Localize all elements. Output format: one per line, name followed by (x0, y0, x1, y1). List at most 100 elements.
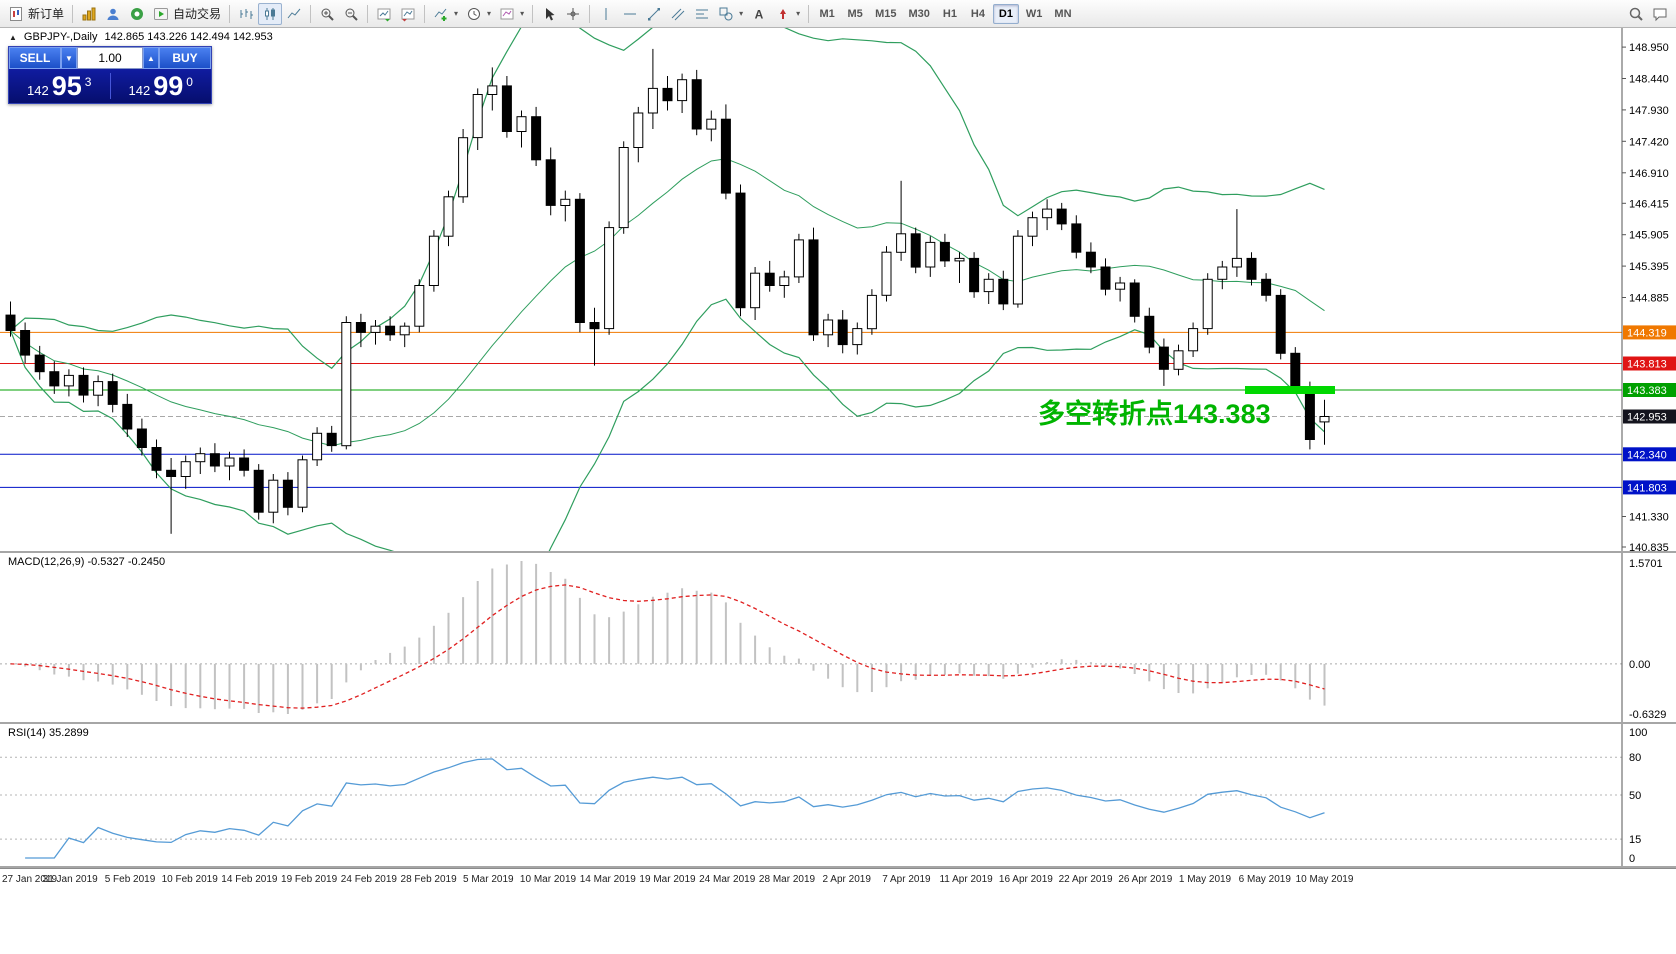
periods-button[interactable]: ▾ (462, 3, 495, 25)
timeframe-H1-button[interactable]: H1 (937, 4, 963, 24)
timeframe-M30-button[interactable]: M30 (904, 4, 935, 24)
templates-button[interactable]: ▾ (495, 3, 528, 25)
indicators-icon (434, 8, 447, 21)
date-label: 24 Mar 2019 (699, 874, 756, 885)
volume-field (77, 47, 143, 69)
price-label: 145.905 (1629, 230, 1669, 242)
indicators-button[interactable]: ▾ (429, 3, 462, 25)
date-label: 6 May 2019 (1238, 874, 1291, 885)
toolbar-separator (589, 4, 591, 23)
volume-up-button[interactable]: ▲ (143, 47, 159, 69)
clock-icon (468, 7, 481, 20)
bar-chart-type-button[interactable] (234, 3, 258, 25)
vertical-line-tool-button[interactable] (594, 3, 618, 25)
trendline-icon (648, 7, 661, 20)
rsi-level-label: 0 (1629, 853, 1635, 865)
text-icon: A (755, 7, 764, 21)
date-label: 22 Apr 2019 (1058, 874, 1113, 885)
timeframe-M5-button[interactable]: M5 (842, 4, 868, 24)
charts-gallery-button[interactable] (77, 3, 101, 25)
buy-price-pips: 99 (153, 70, 184, 101)
community-button[interactable] (125, 3, 149, 25)
crosshair-tool-button[interactable] (561, 3, 585, 25)
timeframe-M1-button[interactable]: M1 (814, 4, 840, 24)
toolbar-separator (532, 4, 534, 23)
toolbar-separator (310, 4, 312, 23)
macd-indicator-label: MACD(12,26,9) -0.5327 -0.2450 (8, 556, 166, 568)
autotrading-button[interactable]: 自动交易 (149, 3, 225, 25)
pane-splitter[interactable] (0, 551, 1676, 553)
buy-price[interactable]: 142 99 0 (111, 70, 212, 101)
timeframe-H4-button[interactable]: H4 (965, 4, 991, 24)
arrows-tool-button[interactable]: ▾ (771, 3, 804, 25)
macd-indicator-pane[interactable]: 1.5701 0.00 -0.6329 (0, 553, 1676, 722)
new-order-label: 新订单 (28, 7, 65, 21)
fibonacci-tool-button[interactable] (690, 3, 714, 25)
buy-button[interactable]: BUY (159, 47, 211, 69)
chat-icon (1653, 8, 1667, 21)
rsi-level-label: 80 (1629, 752, 1641, 764)
search-button[interactable] (1624, 3, 1648, 25)
timeframe-W1-button[interactable]: W1 (1021, 4, 1048, 24)
cursor-tool-button[interactable] (537, 3, 561, 25)
price-divider (109, 73, 111, 99)
rsi-indicator-pane[interactable]: 100 80 50 15 0 (0, 724, 1676, 866)
rsi-level-label: 50 (1629, 790, 1641, 802)
zoom-out-button[interactable] (339, 3, 363, 25)
sell-button[interactable]: SELL (9, 47, 61, 69)
timeframe-D1-button[interactable]: D1 (992, 3, 1019, 24)
arrow-marker-icon (780, 8, 787, 19)
new-order-button[interactable]: 新订单 (4, 3, 68, 25)
community-icon (131, 7, 144, 20)
date-label: 28 Feb 2019 (400, 874, 457, 885)
main-chart-svg: 148.950 148.440 147.930 147.420 146.910 146.4… (0, 9, 1676, 614)
toolbar-separator (72, 4, 74, 23)
symbol-period-label: GBPJPY-,Daily (23, 31, 98, 43)
date-label: 14 Mar 2019 (579, 874, 636, 885)
ohlc-values: 142.865 143.226 142.494 142.953 (104, 31, 273, 43)
chat-button[interactable] (1648, 3, 1672, 25)
buy-price-prefix: 142 (128, 82, 151, 98)
candlestick-chart-type-button[interactable] (258, 2, 283, 25)
horizontal-line-tool-button[interactable] (618, 3, 642, 25)
date-label: 10 May 2019 (1295, 874, 1354, 885)
rsi-indicator-label: RSI(14) 35.2899 (8, 727, 89, 739)
autoscroll-button[interactable] (372, 3, 396, 25)
date-label: 10 Mar 2019 (519, 874, 577, 885)
toolbar-separator (424, 4, 426, 23)
level-price-label: 141.803 (1627, 482, 1667, 494)
shapes-tool-button[interactable]: ▾ (714, 3, 747, 25)
one-click-trading-panel: SELL ▼ ▲ BUY 142 95 3 142 99 0 (8, 46, 212, 104)
volume-input[interactable] (78, 48, 142, 68)
main-chart-pane[interactable]: 148.950 148.440 147.930 147.420 146.910 146.4… (0, 9, 1676, 614)
cursor-icon (546, 7, 555, 20)
macd-svg: 1.5701 0.00 -0.6329 (0, 553, 1666, 722)
channel-tool-button[interactable] (666, 3, 690, 25)
current-price-label: 142.953 (1627, 412, 1667, 424)
bollinger-lower-band (9, 298, 1325, 614)
pane-splitter[interactable] (0, 722, 1676, 724)
sell-price[interactable]: 142 95 3 (9, 72, 110, 100)
timeframe-MN-button[interactable]: MN (1049, 4, 1076, 24)
rsi-line (25, 758, 1325, 859)
chart-shift-button[interactable] (396, 3, 420, 25)
toolbar-separator (229, 4, 231, 23)
timeframe-M15-button[interactable]: M15 (870, 4, 901, 24)
rsi-svg: 100 80 50 15 0 (0, 724, 1647, 866)
volume-down-button[interactable]: ▼ (61, 47, 77, 69)
pane-splitter[interactable] (0, 866, 1676, 868)
dropdown-caret-icon: ▾ (454, 9, 459, 18)
level-price-label: 144.319 (1627, 327, 1667, 339)
trendline-tool-button[interactable] (642, 3, 666, 25)
date-label: 7 Apr 2019 (882, 874, 931, 885)
profile-button[interactable] (101, 3, 125, 25)
dropdown-caret-icon: ▾ (739, 9, 744, 18)
date-axis[interactable]: 27 Jan 2019 31 Jan 2019 5 Feb 2019 10 Feb 2… (0, 868, 1676, 954)
line-chart-type-button[interactable] (282, 3, 306, 25)
toolbar-separator (808, 4, 810, 23)
line-chart-icon (287, 8, 301, 18)
dropdown-caret-icon: ▾ (487, 9, 492, 18)
text-tool-button[interactable]: A (747, 3, 771, 25)
zoom-in-button[interactable] (315, 3, 339, 25)
